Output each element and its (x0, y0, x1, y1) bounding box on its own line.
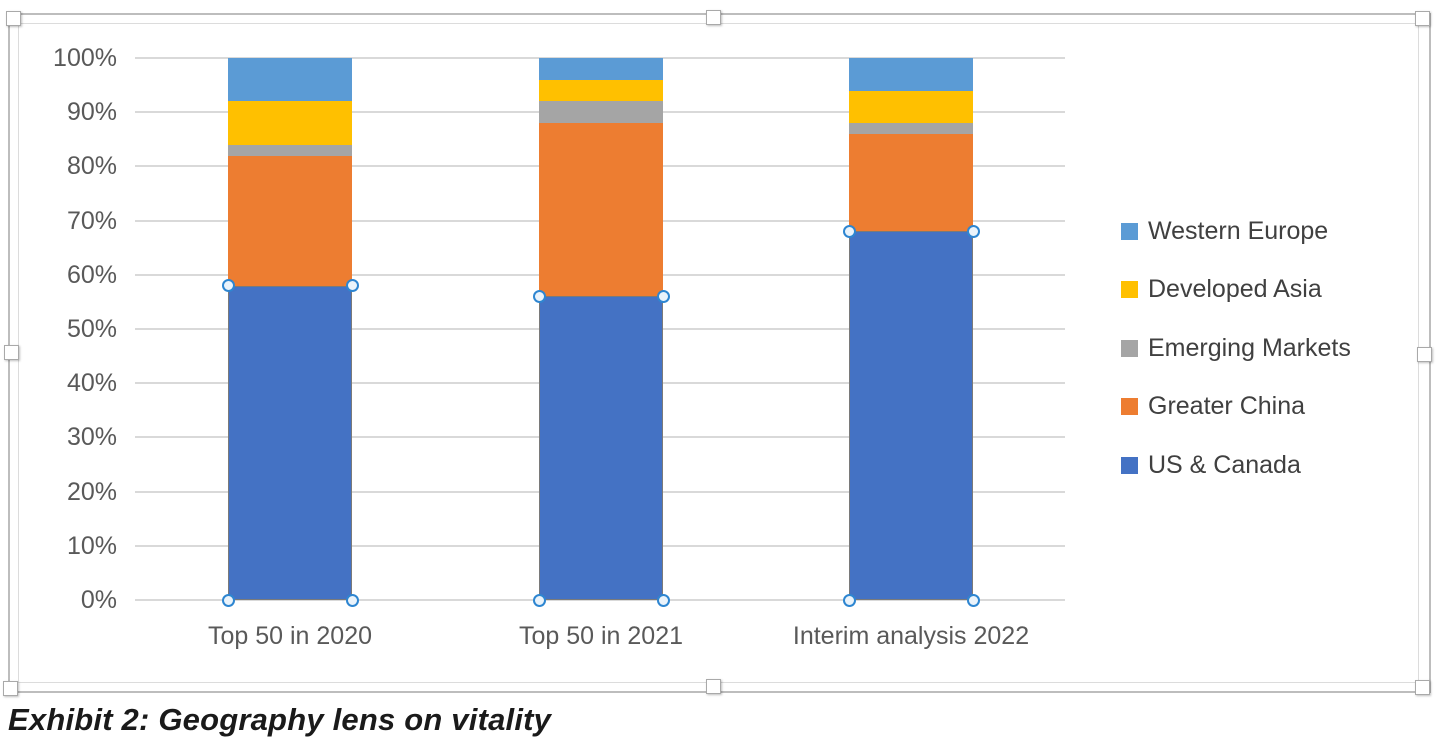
data-point-handle[interactable] (842, 593, 856, 607)
bar-segment-emerging-markets[interactable] (539, 101, 663, 124)
x-axis-category-label[interactable]: Top 50 in 2021 (518, 622, 684, 650)
data-point-handle[interactable] (842, 224, 856, 238)
y-axis-tick-label[interactable]: 90% (66, 98, 117, 127)
legend-swatch-icon (1121, 398, 1138, 415)
bar-segment-greater-china[interactable] (228, 155, 352, 286)
legend-item-us-canada[interactable]: US & Canada (1121, 451, 1301, 480)
gridline (135, 599, 1065, 601)
legend-item-western-europe[interactable]: Western Europe (1121, 217, 1328, 246)
y-axis-tick-label[interactable]: 100% (53, 44, 117, 72)
y-axis-tick-label[interactable]: 70% (66, 206, 117, 235)
bar-segment-greater-china[interactable] (849, 133, 973, 232)
data-point-handle[interactable] (532, 289, 546, 303)
resize-handle-bottom-left[interactable] (3, 681, 18, 696)
y-axis-tick-label[interactable]: 0% (80, 586, 117, 614)
bar-segment-developed-asia[interactable] (228, 101, 352, 145)
legend-label: Western Europe (1148, 217, 1329, 245)
legend-label: Greater China (1148, 392, 1306, 420)
resize-handle-middle-right[interactable] (1417, 347, 1432, 362)
data-point-handle[interactable] (656, 289, 670, 303)
y-axis-tick-label[interactable]: 30% (66, 423, 117, 452)
bar-segment-western-europe[interactable] (539, 58, 663, 80)
bar-segment-us-canada[interactable] (539, 296, 663, 600)
bar-segment-us-canada[interactable] (228, 285, 352, 600)
data-point-handle[interactable] (221, 593, 235, 607)
bar-segment-developed-asia[interactable] (539, 79, 663, 102)
bar-segment-developed-asia[interactable] (849, 90, 973, 124)
legend-swatch-icon (1121, 340, 1138, 357)
y-axis-tick-label[interactable]: 10% (66, 531, 117, 560)
legend-item-developed-asia[interactable]: Developed Asia (1121, 275, 1322, 304)
resize-handle-top-left[interactable] (6, 11, 21, 26)
x-axis-category-label[interactable]: Top 50 in 2020 (207, 622, 373, 650)
bar-segment-emerging-markets[interactable] (849, 123, 973, 134)
legend-item-emerging-markets[interactable]: Emerging Markets (1121, 334, 1351, 363)
legend-swatch-icon (1121, 457, 1138, 474)
resize-handle-bottom-middle[interactable] (706, 679, 721, 694)
data-point-handle[interactable] (532, 593, 546, 607)
bar-segment-emerging-markets[interactable] (228, 144, 352, 156)
bar-segment-greater-china[interactable] (539, 123, 663, 297)
legend-label: US & Canada (1148, 451, 1301, 479)
legend-swatch-icon (1121, 223, 1138, 240)
resize-handle-middle-left[interactable] (4, 345, 19, 360)
resize-handle-top-middle[interactable] (706, 10, 721, 25)
data-point-handle[interactable] (966, 593, 980, 607)
legend-swatch-icon (1121, 281, 1138, 298)
bar-segment-western-europe[interactable] (849, 58, 973, 91)
y-axis-tick-label[interactable]: 80% (66, 152, 117, 181)
bar-segment-western-europe[interactable] (228, 58, 352, 102)
legend-label: Emerging Markets (1148, 334, 1351, 362)
y-axis-tick-label[interactable]: 60% (66, 260, 117, 289)
legend-label: Developed Asia (1148, 275, 1322, 303)
y-axis-tick-label[interactable]: 40% (66, 369, 117, 398)
data-point-handle[interactable] (221, 279, 235, 293)
y-axis-tick-label[interactable]: 50% (66, 315, 117, 343)
data-point-handle[interactable] (656, 593, 670, 607)
resize-handle-bottom-right[interactable] (1415, 680, 1430, 695)
bar-segment-us-canada[interactable] (849, 231, 973, 600)
resize-handle-top-right[interactable] (1415, 11, 1430, 26)
y-axis-tick-label[interactable]: 20% (66, 477, 117, 506)
data-point-handle[interactable] (966, 224, 980, 238)
legend-item-greater-china[interactable]: Greater China (1121, 392, 1305, 421)
x-axis-category-label[interactable]: Interim analysis 2022 (792, 622, 1030, 650)
data-point-handle[interactable] (345, 279, 359, 293)
exhibit-caption: Exhibit 2: Geography lens on vitality (8, 702, 552, 737)
data-point-handle[interactable] (345, 593, 359, 607)
